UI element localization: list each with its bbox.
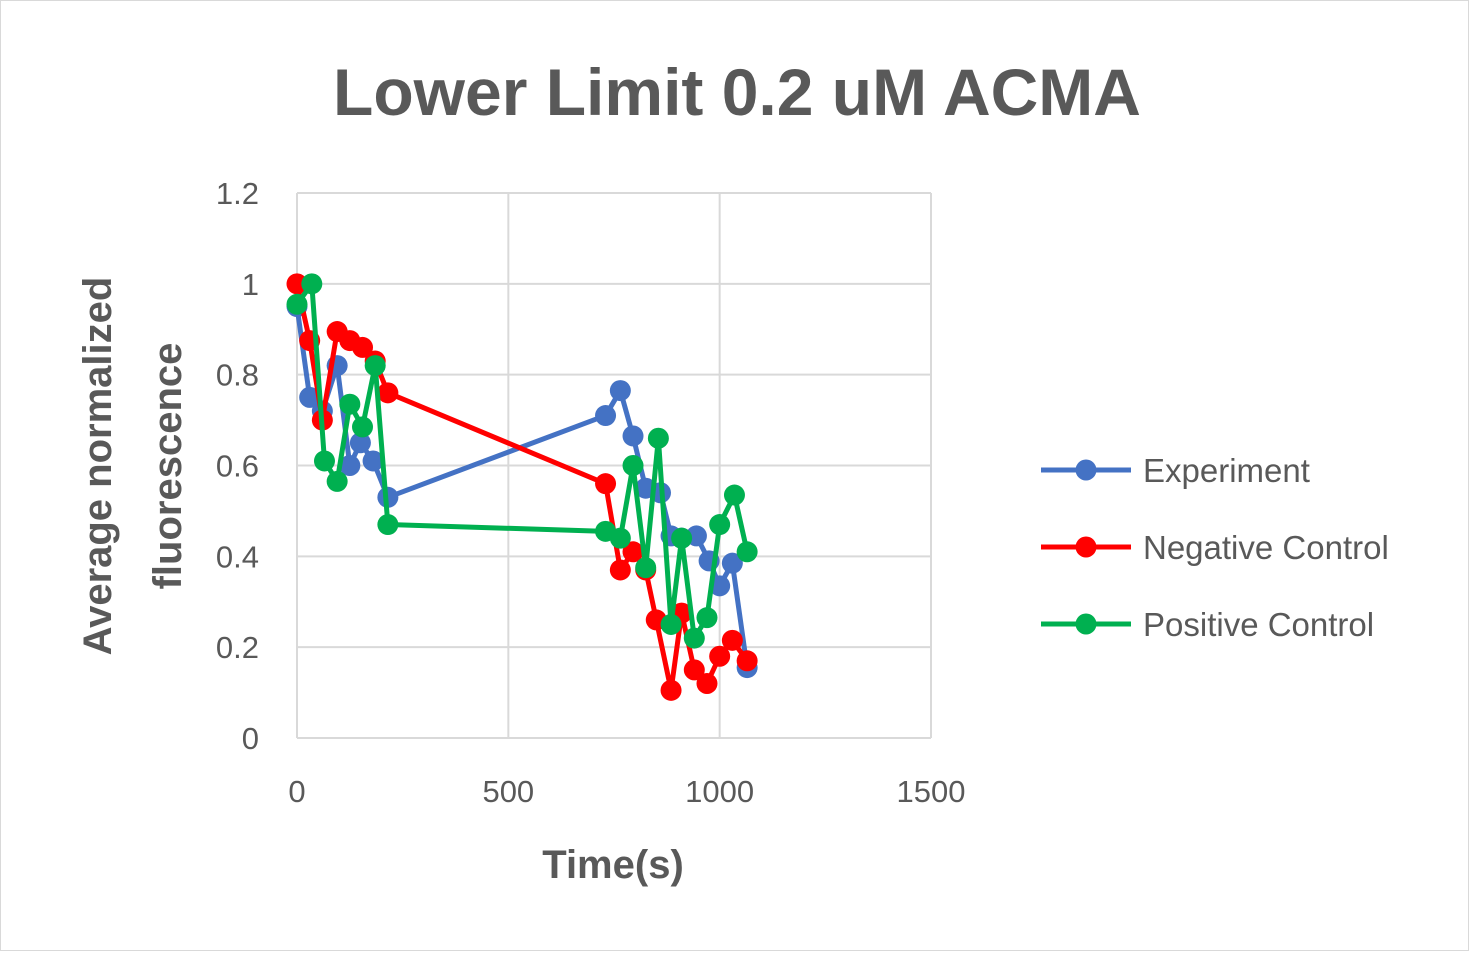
y-tick-label: 1.2 <box>216 176 259 211</box>
negative-control-point <box>595 473 617 495</box>
y-axis-title-line-1: Average normalized <box>76 277 120 656</box>
negative-control-point <box>622 541 644 563</box>
y-axis-title: Average normalized fluorescence <box>76 277 190 656</box>
y-axis-ticks: 0 0.2 0.4 0.6 0.8 1 1.2 <box>216 176 259 756</box>
experiment-point <box>349 432 371 454</box>
positive-control-point <box>313 450 335 472</box>
positive-control-point <box>364 355 386 377</box>
negative-control-point <box>352 336 374 358</box>
y-tick-label: 0 <box>242 721 259 756</box>
legend-label-experiment: Experiment <box>1143 452 1310 489</box>
negative-control-point <box>721 629 743 651</box>
negative-control-point <box>286 273 308 295</box>
negative-control-point <box>660 679 682 701</box>
legend-marker-negative-control <box>1075 536 1097 558</box>
y-tick-label: 0.4 <box>216 539 259 574</box>
legend-marker-positive-control <box>1075 613 1097 635</box>
positive-control-point <box>377 514 399 536</box>
series-negative-control <box>286 273 758 701</box>
positive-control-point <box>286 293 308 315</box>
y-axis-title-line-2: fluorescence <box>146 343 190 590</box>
positive-control-point <box>709 514 731 536</box>
positive-control-point <box>736 541 758 563</box>
legend-item-negative-control: Negative Control <box>1041 529 1389 566</box>
x-tick-label: 0 <box>288 774 305 809</box>
positive-control-point <box>301 273 323 295</box>
series-positive-control <box>286 273 758 649</box>
negative-control-point <box>696 673 718 694</box>
x-tick-label: 500 <box>482 774 534 809</box>
experiment-point <box>339 455 361 476</box>
x-axis-title: Time(s) <box>542 843 684 887</box>
positive-control-point <box>647 427 669 449</box>
positive-control-point <box>635 557 657 579</box>
positive-control-point <box>352 416 374 438</box>
legend: Experiment Negative Control Positive Contr… <box>1041 452 1389 643</box>
positive-control-point <box>660 613 682 635</box>
x-tick-label: 1000 <box>685 774 754 809</box>
legend-item-positive-control: Positive Control <box>1041 606 1374 643</box>
y-tick-label: 1 <box>242 267 259 302</box>
plot-series <box>286 273 758 701</box>
x-tick-label: 1500 <box>897 774 966 809</box>
y-tick-label: 0.2 <box>216 630 259 665</box>
negative-control-point <box>377 382 399 404</box>
experiment-point <box>299 386 321 408</box>
legend-label-negative-control: Negative Control <box>1143 529 1389 566</box>
negative-control-point <box>709 645 731 667</box>
experiment-point <box>595 405 617 427</box>
y-tick-label: 0.6 <box>216 449 259 484</box>
positive-control-point <box>723 484 745 506</box>
legend-label-positive-control: Positive Control <box>1143 606 1374 643</box>
positive-control-point <box>622 455 644 476</box>
experiment-point <box>721 552 743 574</box>
gridlines <box>296 192 932 739</box>
legend-marker-experiment <box>1075 459 1097 481</box>
chart-title: Lower Limit 0.2 uM ACMA <box>333 55 1141 129</box>
negative-control-point <box>736 650 758 672</box>
positive-control-point <box>696 607 718 629</box>
x-axis-ticks: 0 500 1000 1500 <box>288 774 965 809</box>
experiment-point <box>362 450 384 472</box>
y-tick-label: 0.8 <box>216 358 259 393</box>
negative-control-point <box>609 559 631 581</box>
legend-item-experiment: Experiment <box>1041 452 1310 489</box>
positive-control-point <box>339 393 361 415</box>
negative-control-point <box>683 659 705 681</box>
positive-control-point <box>609 527 631 549</box>
positive-control-point <box>326 470 348 492</box>
experiment-point <box>609 380 631 402</box>
positive-control-point <box>683 627 705 649</box>
positive-control-point <box>671 527 693 549</box>
experiment-point <box>622 425 644 447</box>
